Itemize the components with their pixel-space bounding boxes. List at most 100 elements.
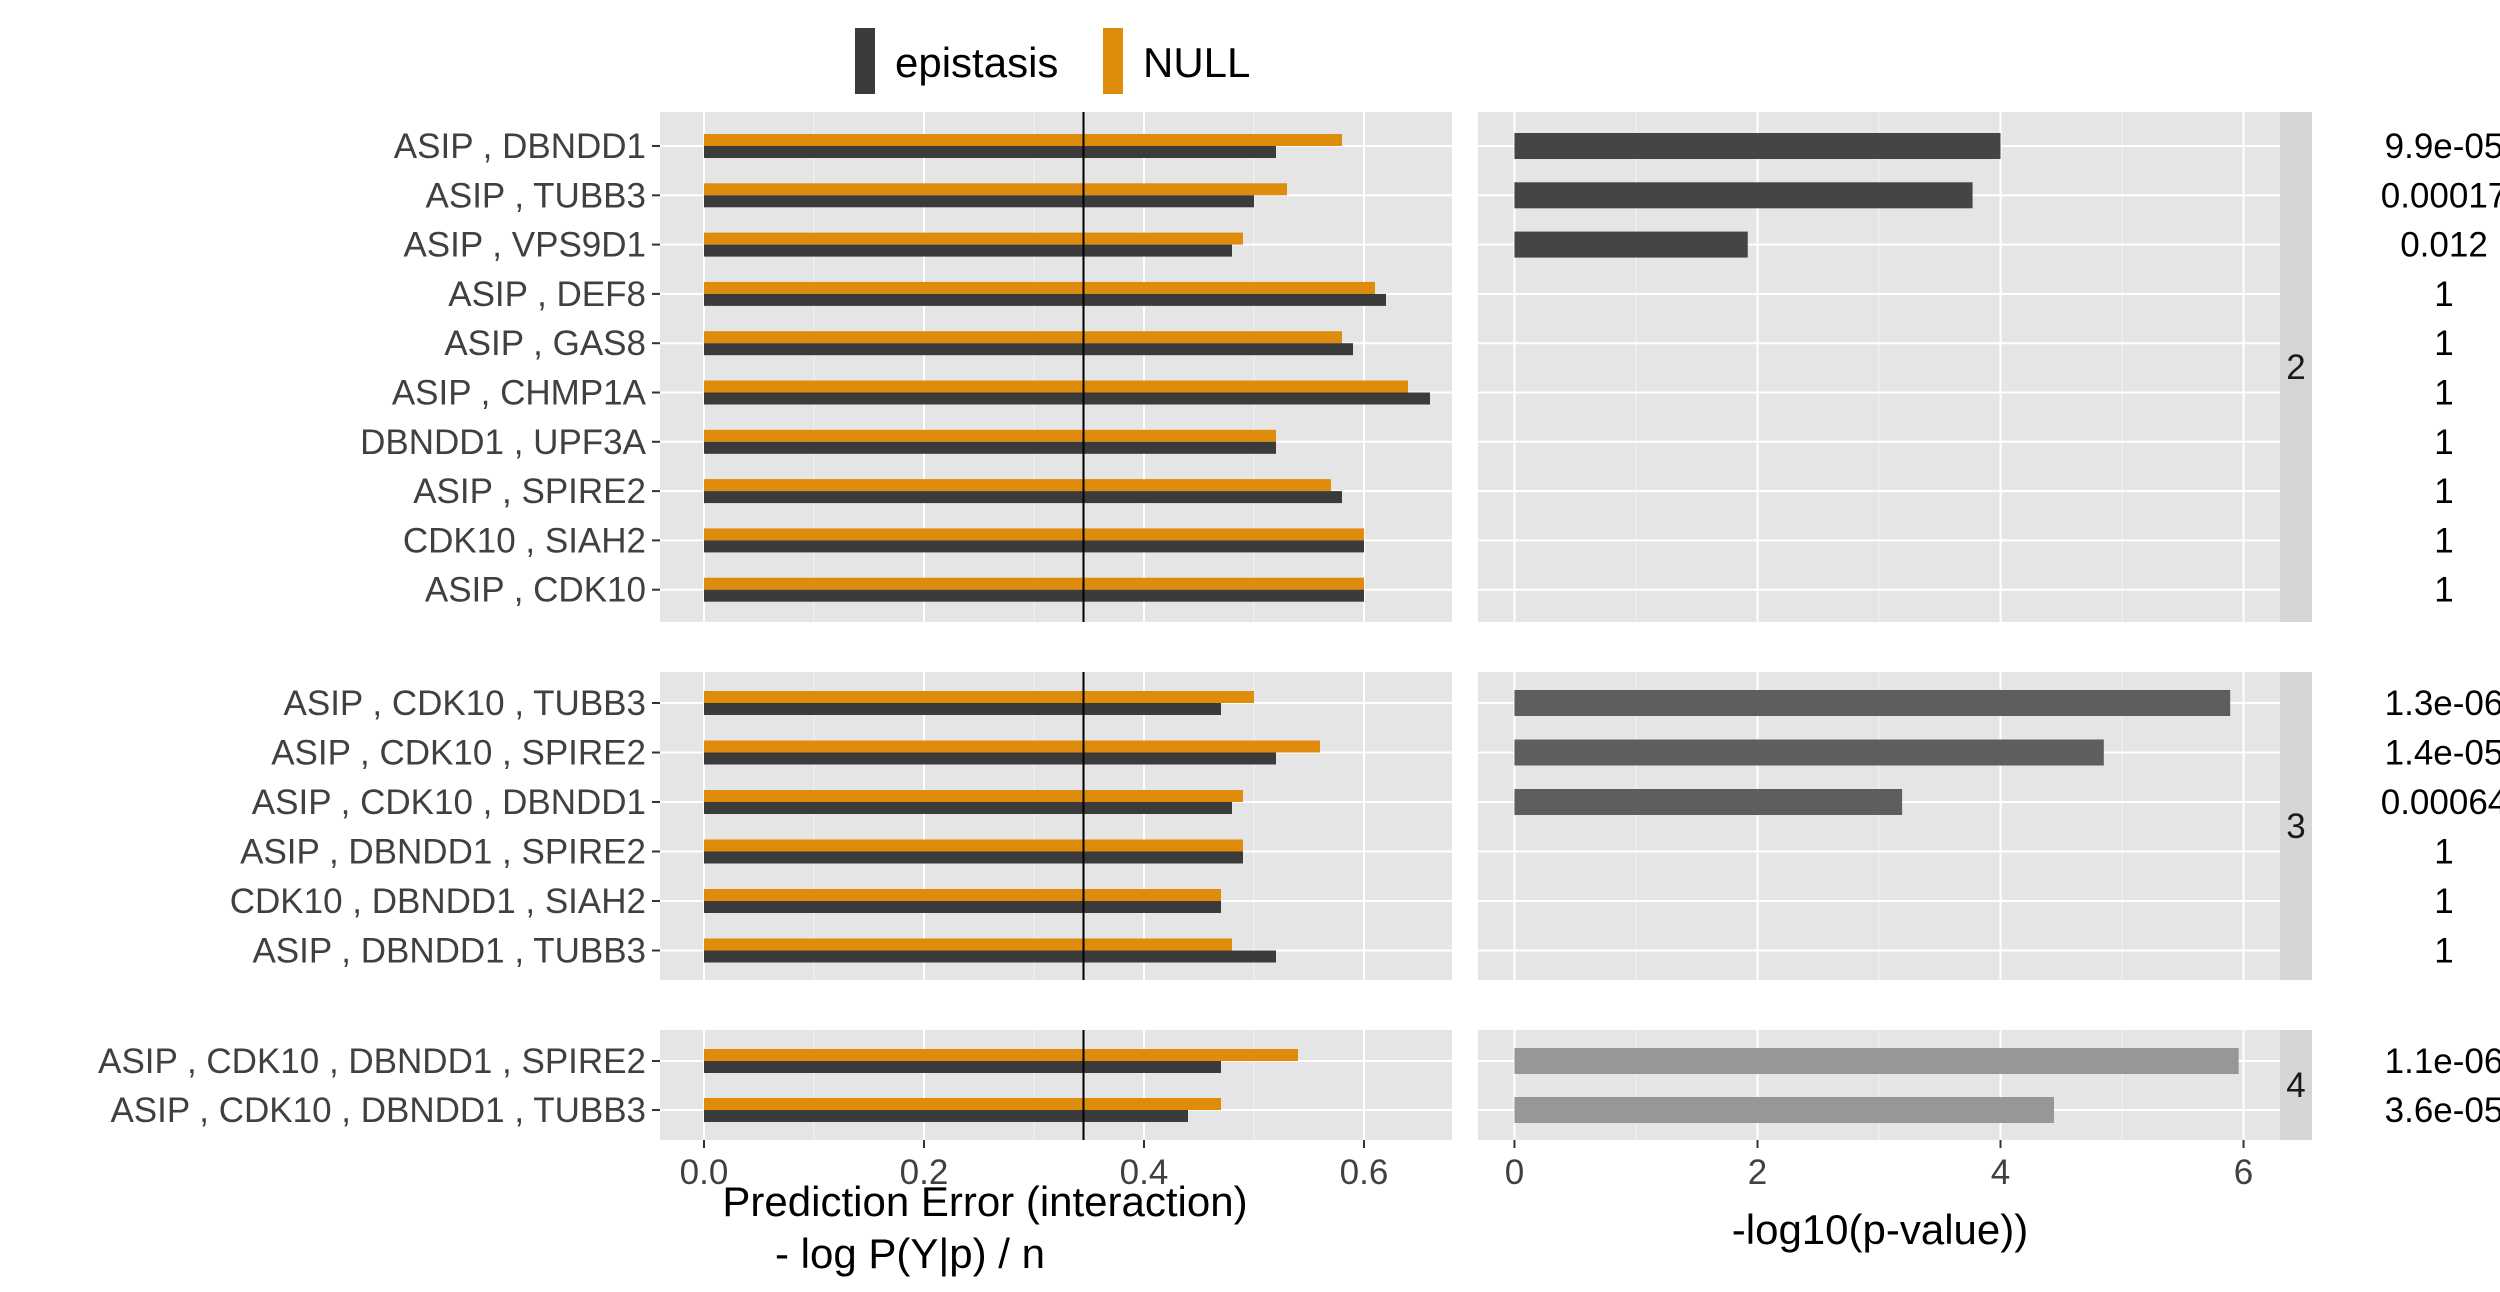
left-panel-bg	[660, 672, 1452, 980]
p-value-label: 1.3e-06	[2385, 684, 2500, 723]
bar-null	[704, 1098, 1221, 1110]
axes: 0.0 0.2 0.4 0.6 0 2 4 6 Prediction Error (intera…	[680, 1140, 2253, 1277]
x-tick-label: 0	[1505, 1153, 1524, 1192]
p-value-labels: 9.9e-05 0.00017 0.012 1 1 1 1 1 1 1 1.3e-06 1.4e-05…	[2381, 127, 2500, 1130]
facet-strip-label: 2	[2286, 348, 2305, 387]
p-value-label: 1	[2434, 423, 2453, 462]
bar-null	[704, 380, 1408, 393]
facet-strip	[2280, 672, 2312, 980]
bar-epistasis	[704, 540, 1364, 553]
bar-pvalue	[1514, 133, 2001, 159]
bar-null	[704, 740, 1320, 753]
bar-epistasis	[704, 901, 1221, 913]
legend-key-epistasis	[855, 28, 875, 94]
facet-strip-label: 3	[2286, 807, 2305, 846]
bar-epistasis	[704, 146, 1276, 158]
row-labels: ASIP , DBNDD1 ASIP , TUBB3 ASIP , VPS9D1 AS…	[98, 127, 660, 1130]
p-value-label: 1	[2434, 374, 2453, 413]
row-label: ASIP , CDK10	[425, 571, 646, 610]
bar-null	[704, 577, 1364, 590]
p-value-label: 1	[2434, 882, 2453, 921]
bar-pvalue	[1514, 789, 1903, 815]
right-x-axis-title: -log10(p-value))	[1732, 1206, 2028, 1253]
row-label: ASIP , SPIRE2	[413, 472, 646, 511]
bar-pvalue	[1514, 690, 2231, 716]
bar-null	[704, 134, 1342, 146]
bar-epistasis	[704, 1061, 1221, 1073]
bar-null	[704, 429, 1276, 442]
legend-label-epistasis: epistasis	[895, 39, 1058, 86]
x-tick-label: 0.4	[1120, 1153, 1169, 1192]
row-label: ASIP , GAS8	[444, 324, 646, 363]
bar-pvalue	[1514, 1097, 2054, 1123]
bar-epistasis	[704, 293, 1386, 306]
bar-null	[704, 479, 1331, 492]
p-value-label: 1	[2434, 932, 2453, 971]
row-label: CDK10 , SIAH2	[403, 521, 646, 560]
bar-epistasis	[704, 950, 1276, 963]
left-x-axis-title-line2: - log P(Y|p) / n	[775, 1230, 1045, 1277]
bar-null	[704, 839, 1243, 852]
bar-null	[704, 528, 1364, 541]
bar-epistasis	[704, 244, 1232, 257]
legend: epistasis NULL	[855, 28, 1250, 94]
bar-null	[704, 790, 1243, 802]
row-label: ASIP , DBNDD1 , TUBB3	[252, 932, 646, 971]
facet-strip	[2280, 112, 2312, 622]
bar-pvalue	[1514, 231, 1748, 258]
row-label: ASIP , CDK10 , TUBB3	[284, 684, 646, 723]
x-tick-label: 0.0	[680, 1153, 729, 1192]
bar-null	[704, 281, 1375, 294]
bar-epistasis	[704, 851, 1243, 864]
p-value-label: 1	[2434, 472, 2453, 511]
bar-pvalue	[1514, 182, 1973, 209]
p-value-label: 9.9e-05	[2385, 127, 2500, 166]
bar-epistasis	[704, 752, 1276, 765]
bar-epistasis	[704, 195, 1254, 208]
row-label: ASIP , CDK10 , DBNDD1 , SPIRE2	[98, 1042, 646, 1081]
row-label: ASIP , CHMP1A	[392, 374, 647, 413]
p-value-label: 3.6e-05	[2385, 1091, 2500, 1130]
row-label: ASIP , TUBB3	[426, 176, 646, 215]
p-value-label: 1.1e-06	[2385, 1042, 2500, 1081]
bar-null	[704, 691, 1254, 703]
row-label: ASIP , DEF8	[448, 275, 646, 314]
p-value-label: 1.4e-05	[2385, 734, 2500, 773]
x-tick-label: 0.2	[900, 1153, 949, 1192]
facet-strip	[2280, 1030, 2312, 1140]
legend-key-null	[1103, 28, 1123, 94]
p-value-label: 0.00064	[2381, 783, 2500, 822]
bar-null	[704, 232, 1243, 245]
bar-epistasis	[704, 392, 1430, 405]
left-panel-bg	[660, 1030, 1452, 1140]
p-value-label: 1	[2434, 521, 2453, 560]
row-label: ASIP , VPS9D1	[403, 226, 646, 265]
bar-null	[704, 331, 1342, 344]
bar-null	[704, 938, 1232, 951]
bar-epistasis	[704, 441, 1276, 454]
p-value-label: 0.012	[2400, 226, 2488, 265]
row-label: ASIP , DBNDD1	[394, 127, 646, 166]
bar-null	[704, 183, 1287, 196]
bar-epistasis	[704, 589, 1364, 602]
p-value-label: 1	[2434, 571, 2453, 610]
bar-epistasis	[704, 802, 1232, 814]
left-x-axis-title-line1: Prediction Error (interaction)	[722, 1178, 1247, 1225]
row-label: DBNDD1 , UPF3A	[360, 423, 647, 462]
panels: 2 3 4	[660, 112, 2312, 1140]
row-label: ASIP , CDK10 , DBNDD1 , TUBB3	[110, 1091, 646, 1130]
bar-null	[704, 1049, 1298, 1061]
x-tick-label: 4	[1991, 1153, 2010, 1192]
row-label: CDK10 , DBNDD1 , SIAH2	[230, 882, 646, 921]
bar-epistasis	[704, 343, 1353, 356]
bar-null	[704, 889, 1221, 901]
bar-epistasis	[704, 491, 1342, 504]
bar-epistasis	[704, 1110, 1188, 1122]
bar-pvalue	[1514, 739, 2104, 766]
row-label: ASIP , CDK10 , DBNDD1	[252, 783, 646, 822]
p-value-label: 0.00017	[2381, 176, 2500, 215]
row-label: ASIP , DBNDD1 , SPIRE2	[240, 833, 646, 872]
legend-label-null: NULL	[1143, 39, 1250, 86]
x-tick-label: 6	[2234, 1153, 2253, 1192]
